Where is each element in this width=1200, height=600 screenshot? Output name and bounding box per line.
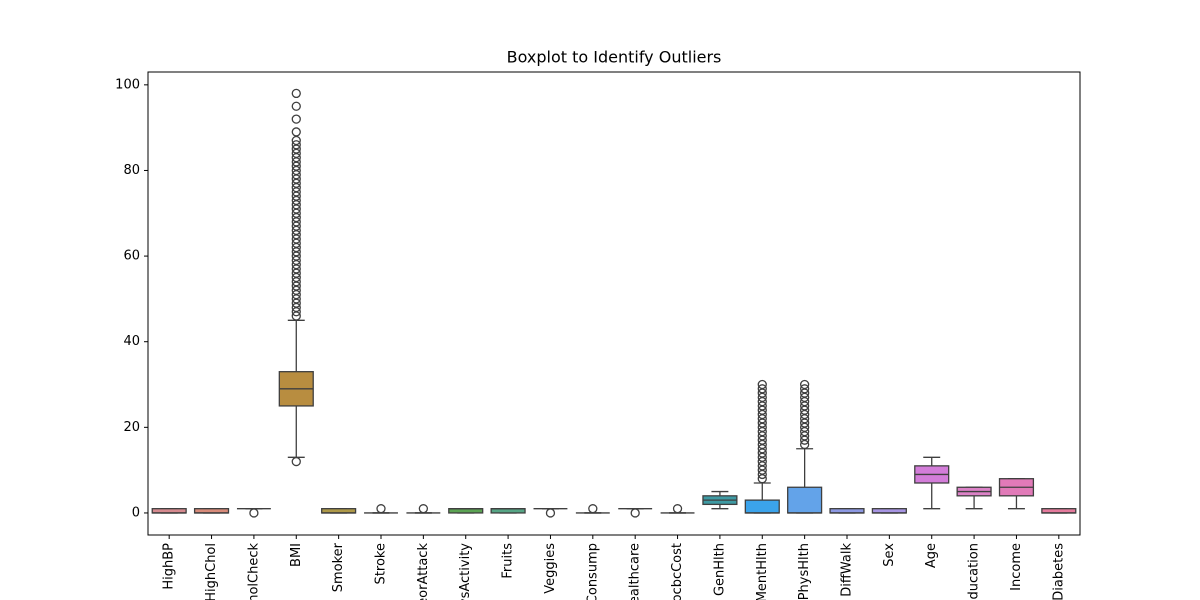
plot-frame <box>147 71 1081 536</box>
x-tick-label: CholCheck <box>246 543 261 600</box>
x-tick-label: Income <box>1009 543 1024 591</box>
outlier <box>799 379 810 390</box>
y-tick-label: 20 <box>123 420 140 435</box>
x-tick-label: AnyHealthcare <box>628 543 643 600</box>
outlier <box>376 504 386 514</box>
x-tick-label: Fruits <box>501 543 516 579</box>
x-tick-label: Smoker <box>331 542 346 592</box>
outlier <box>291 140 301 150</box>
x-tick-label: Stroke <box>374 543 389 584</box>
outlier <box>630 508 640 518</box>
x-tick-label: PhysHlth <box>797 543 812 600</box>
outlier <box>291 114 301 124</box>
x-tick-label: PhysActivity <box>458 543 473 600</box>
y-tick-label: 0 <box>132 505 140 520</box>
y-tick-label: 100 <box>115 77 140 92</box>
x-tick-label: DiffWalk <box>840 543 855 597</box>
x-tick-label: GenHlth <box>712 543 727 596</box>
outlier <box>588 504 598 514</box>
x-tick-label: Age <box>924 543 939 568</box>
y-tick-label: 40 <box>123 334 140 349</box>
x-tick-label: Diabetes <box>1051 543 1066 600</box>
outlier <box>799 384 810 394</box>
x-tick-label: Education <box>967 543 982 600</box>
box <box>787 486 823 514</box>
y-tick-label: 80 <box>123 163 140 178</box>
x-tick-label: HighBP <box>162 543 177 590</box>
outlier <box>418 504 429 514</box>
x-tick-label: Sex <box>882 543 897 567</box>
outlier <box>291 127 301 137</box>
x-tick-label: BMI <box>289 543 304 567</box>
outlier <box>545 508 556 518</box>
outlier <box>757 384 767 394</box>
chart-title: Boxplot to Identify Outliers <box>507 48 722 67</box>
outlier <box>291 101 301 111</box>
x-tick-label: NoDocbcCost <box>670 543 685 600</box>
x-tick-label: HeartDiseaseorAttack <box>416 543 431 600</box>
outlier <box>291 456 301 467</box>
x-tick-label: HvyAlcoholConsump <box>585 543 600 600</box>
x-tick-label: HighChol <box>204 543 219 600</box>
outlier <box>291 88 301 99</box>
y-tick-label: 60 <box>123 249 140 264</box>
outlier <box>249 508 259 518</box>
outlier <box>757 379 767 390</box>
box <box>744 499 780 514</box>
x-tick-label: Veggies <box>543 543 558 594</box>
x-tick-label: MentHlth <box>755 543 770 600</box>
outlier <box>672 504 683 514</box>
